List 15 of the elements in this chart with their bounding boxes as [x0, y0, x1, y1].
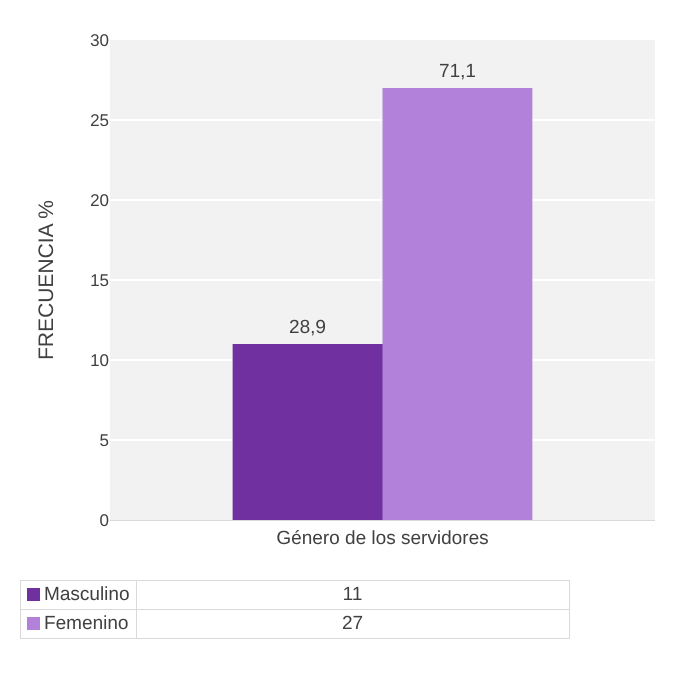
text: 11 [136, 580, 570, 610]
y-axis-title: FRECUENCIA % [35, 200, 58, 360]
x-tick-label: Género de los servidores [276, 528, 489, 549]
y-tick-label: 30 [90, 30, 109, 50]
y-tick-label: 25 [90, 110, 109, 130]
y-tick-label: 0 [100, 510, 109, 530]
y-tick-label: 20 [90, 190, 109, 210]
legend-label: Femenino [44, 613, 128, 634]
legend-label: Masculino [44, 584, 130, 605]
y-tick-label: 5 [100, 430, 109, 450]
annotation: 28,9 [289, 317, 326, 338]
y-tick-label: 15 [90, 270, 109, 290]
y-tick-label: 10 [90, 350, 109, 370]
text: 27 [136, 610, 570, 638]
annotation: 71,1 [439, 61, 476, 82]
